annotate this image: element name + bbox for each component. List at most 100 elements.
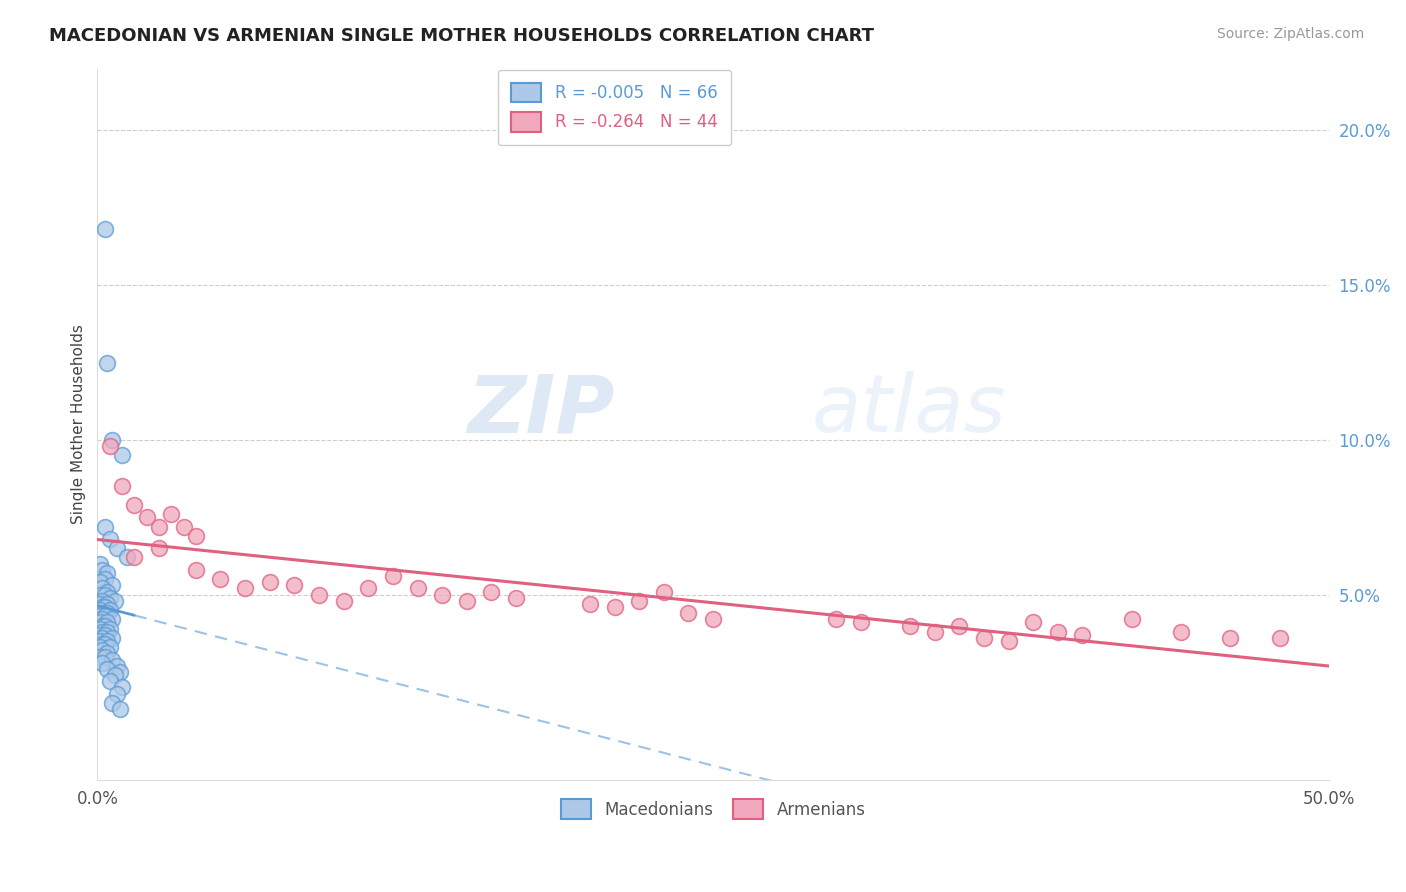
Point [93,599,115,614]
Point [98,622,121,636]
Point [89,622,111,636]
Point [89,634,111,648]
Point [1219,631,1241,645]
Point [105,687,128,701]
Point [93,519,115,533]
Point [579,597,602,611]
Point [101,433,124,447]
Legend: Macedonians, Armenians: Macedonians, Armenians [554,793,872,825]
Point [96,662,118,676]
Point [948,618,970,632]
Point [430,588,453,602]
Point [96,355,118,369]
Point [111,448,134,462]
Point [209,572,232,586]
Point [89,557,111,571]
Point [898,618,921,632]
Point [91,631,114,645]
Point [89,649,111,664]
Point [93,609,115,624]
Point [108,702,131,716]
Point [184,563,207,577]
Point [98,674,121,689]
Text: ZIP: ZIP [467,371,614,450]
Point [456,594,478,608]
Point [91,637,114,651]
Point [505,591,527,605]
Point [91,612,114,626]
Point [481,584,503,599]
Point [91,643,114,657]
Point [381,569,404,583]
Point [104,594,127,608]
Point [160,507,183,521]
Point [332,594,354,608]
Point [283,578,305,592]
Point [1046,624,1069,639]
Point [702,612,724,626]
Point [96,597,118,611]
Point [101,652,124,666]
Point [91,656,114,670]
Point [96,624,118,639]
Text: Source: ZipAtlas.com: Source: ZipAtlas.com [1216,27,1364,41]
Point [93,649,115,664]
Point [96,634,118,648]
Point [308,588,330,602]
Point [93,637,115,651]
Point [678,606,700,620]
Point [108,665,131,679]
Point [91,624,114,639]
Point [101,696,124,710]
Point [96,566,118,580]
Point [89,615,111,630]
Point [89,609,111,624]
Point [233,582,256,596]
Point [406,582,429,596]
Point [997,634,1019,648]
Point [101,612,124,626]
Point [98,591,121,605]
Point [148,541,170,556]
Point [135,510,157,524]
Point [1022,615,1045,630]
Point [1071,628,1094,642]
Point [148,519,170,533]
Point [89,628,111,642]
Point [96,615,118,630]
Point [91,606,114,620]
Point [101,578,124,592]
Point [93,588,115,602]
Point [89,588,111,602]
Point [184,529,207,543]
Point [91,599,114,614]
Point [98,532,121,546]
Text: atlas: atlas [811,371,1007,450]
Point [105,658,128,673]
Point [104,668,127,682]
Point [89,640,111,655]
Point [105,541,128,556]
Point [93,618,115,632]
Point [652,584,675,599]
Point [91,582,114,596]
Point [91,594,114,608]
Point [93,628,115,642]
Point [111,681,134,695]
Point [603,599,626,614]
Point [124,550,146,565]
Text: MACEDONIAN VS ARMENIAN SINGLE MOTHER HOUSEHOLDS CORRELATION CHART: MACEDONIAN VS ARMENIAN SINGLE MOTHER HOU… [49,27,875,45]
Point [973,631,995,645]
Point [89,575,111,590]
Point [357,582,380,596]
Point [173,519,195,533]
Point [849,615,872,630]
Point [96,647,118,661]
Point [98,439,121,453]
Point [89,597,111,611]
Point [93,222,115,236]
Point [98,640,121,655]
Point [1121,612,1143,626]
Point [111,479,134,493]
Point [825,612,848,626]
